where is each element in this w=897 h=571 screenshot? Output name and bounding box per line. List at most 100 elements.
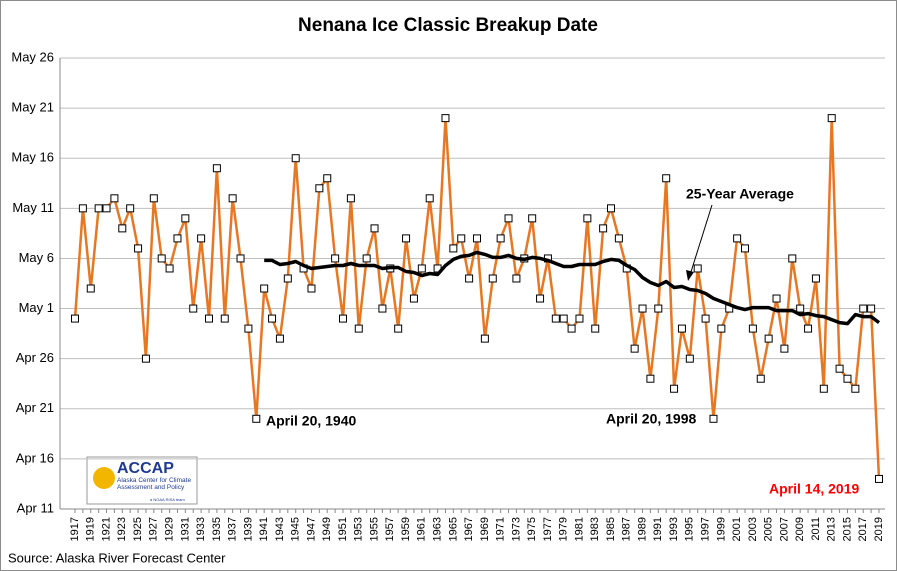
data-point <box>425 194 434 203</box>
logo-text: Alaska Center for Climate Assessment and… <box>117 477 192 491</box>
y-tick-label: May 1 <box>19 300 54 315</box>
x-tick-label: 1973 <box>510 517 522 541</box>
data-point <box>741 244 749 253</box>
x-tick-label: 1917 <box>69 517 81 541</box>
data-point <box>772 294 781 303</box>
x-tick-label: 2007 <box>778 517 790 541</box>
data-point <box>260 284 269 293</box>
x-tick-label: 1993 <box>668 517 680 541</box>
x-tick-label: 1999 <box>715 517 727 541</box>
data-point <box>788 254 797 263</box>
x-tick-label: 2001 <box>731 517 743 541</box>
x-tick-label: 1981 <box>573 517 585 541</box>
data-point <box>701 314 710 323</box>
x-tick-label: 1929 <box>163 517 175 541</box>
y-tick-label: Apr 26 <box>16 350 54 365</box>
data-point <box>748 324 757 333</box>
data-point <box>630 344 639 353</box>
data-point <box>638 304 647 313</box>
data-point <box>607 204 615 213</box>
x-tick-label: 1995 <box>684 517 696 541</box>
x-tick-label: 1959 <box>400 517 412 541</box>
data-point <box>457 234 466 243</box>
x-tick-label: 1983 <box>589 517 601 541</box>
logo-text-box: Alaska Center for Climate Assessment and… <box>117 477 192 491</box>
data-point <box>504 214 513 223</box>
data-point <box>441 114 450 123</box>
annotation: April 20, 1940 <box>266 413 356 429</box>
x-tick-label: 1963 <box>431 517 443 541</box>
data-point <box>86 284 95 293</box>
data-point <box>859 304 868 313</box>
x-tick-label: 2005 <box>763 517 775 541</box>
data-point <box>717 324 726 333</box>
data-point <box>733 234 742 243</box>
data-point <box>528 214 537 223</box>
average-line <box>264 250 881 326</box>
data-point <box>354 324 363 333</box>
data-point <box>512 274 521 283</box>
data-point <box>252 414 261 423</box>
data-point <box>78 204 87 213</box>
annotation-arrowhead <box>686 270 694 281</box>
data-point <box>283 274 292 283</box>
data-point <box>102 204 111 213</box>
logo-tag: a NOAA RISA team <box>150 497 185 502</box>
data-point <box>189 304 198 313</box>
data-point <box>614 234 623 243</box>
y-tick-label: Apr 11 <box>17 500 54 515</box>
y-tick-label: May 11 <box>12 200 54 215</box>
data-point <box>394 324 403 333</box>
y-tick-label: Apr 21 <box>16 400 54 415</box>
data-point <box>685 354 694 363</box>
data-point <box>843 374 852 383</box>
y-tick-label: May 21 <box>11 100 54 115</box>
y-tick-label: May 6 <box>19 250 54 265</box>
x-tick-label: 1937 <box>227 517 239 541</box>
data-point <box>827 114 836 123</box>
y-tick-label: Apr 16 <box>16 450 54 465</box>
data-point <box>275 334 284 343</box>
data-point <box>851 384 860 393</box>
x-tick-label: 1991 <box>652 517 664 541</box>
data-point <box>819 384 828 393</box>
data-point <box>378 304 387 313</box>
x-tick-label: 1941 <box>258 517 270 541</box>
x-tick-label: 1919 <box>85 517 97 541</box>
data-point <box>591 324 600 333</box>
data-point <box>875 474 883 483</box>
x-tick-label: 2019 <box>873 517 885 541</box>
data-point <box>646 374 655 383</box>
data-point <box>654 304 663 313</box>
x-tick-label: 1971 <box>495 517 507 541</box>
data-point <box>339 314 347 323</box>
x-tick-label: 1977 <box>542 517 554 541</box>
data-point <box>465 274 474 283</box>
x-tick-label: 1933 <box>195 517 207 541</box>
data-point <box>473 234 481 243</box>
chart-title: Nenana Ice Classic Breakup Date <box>298 15 598 36</box>
data-point <box>796 304 805 313</box>
logo-name: ACCAP <box>117 460 174 477</box>
data-point <box>173 234 182 243</box>
data-point <box>449 244 458 253</box>
data-point <box>205 314 213 323</box>
data-point <box>488 274 497 283</box>
data-point <box>220 314 229 323</box>
logo: ACCAP Alaska Center for Climate Assessme… <box>86 456 198 505</box>
x-tick-label: 1997 <box>699 517 711 541</box>
data-point <box>693 264 702 273</box>
x-tick-label: 1947 <box>305 517 317 541</box>
annotation: April 20, 1998 <box>606 411 696 427</box>
x-tick-label: 1927 <box>148 517 160 541</box>
x-tick-label: 2013 <box>826 517 838 541</box>
x-tick-label: 1989 <box>636 517 648 541</box>
x-tick-label: 1949 <box>321 517 333 541</box>
data-point <box>346 194 355 203</box>
data-point <box>94 204 103 213</box>
x-tick-label: 2017 <box>857 517 869 541</box>
data-point <box>559 314 568 323</box>
data-point <box>126 204 135 213</box>
data-point <box>212 164 221 173</box>
x-tick-label: 2009 <box>794 517 806 541</box>
